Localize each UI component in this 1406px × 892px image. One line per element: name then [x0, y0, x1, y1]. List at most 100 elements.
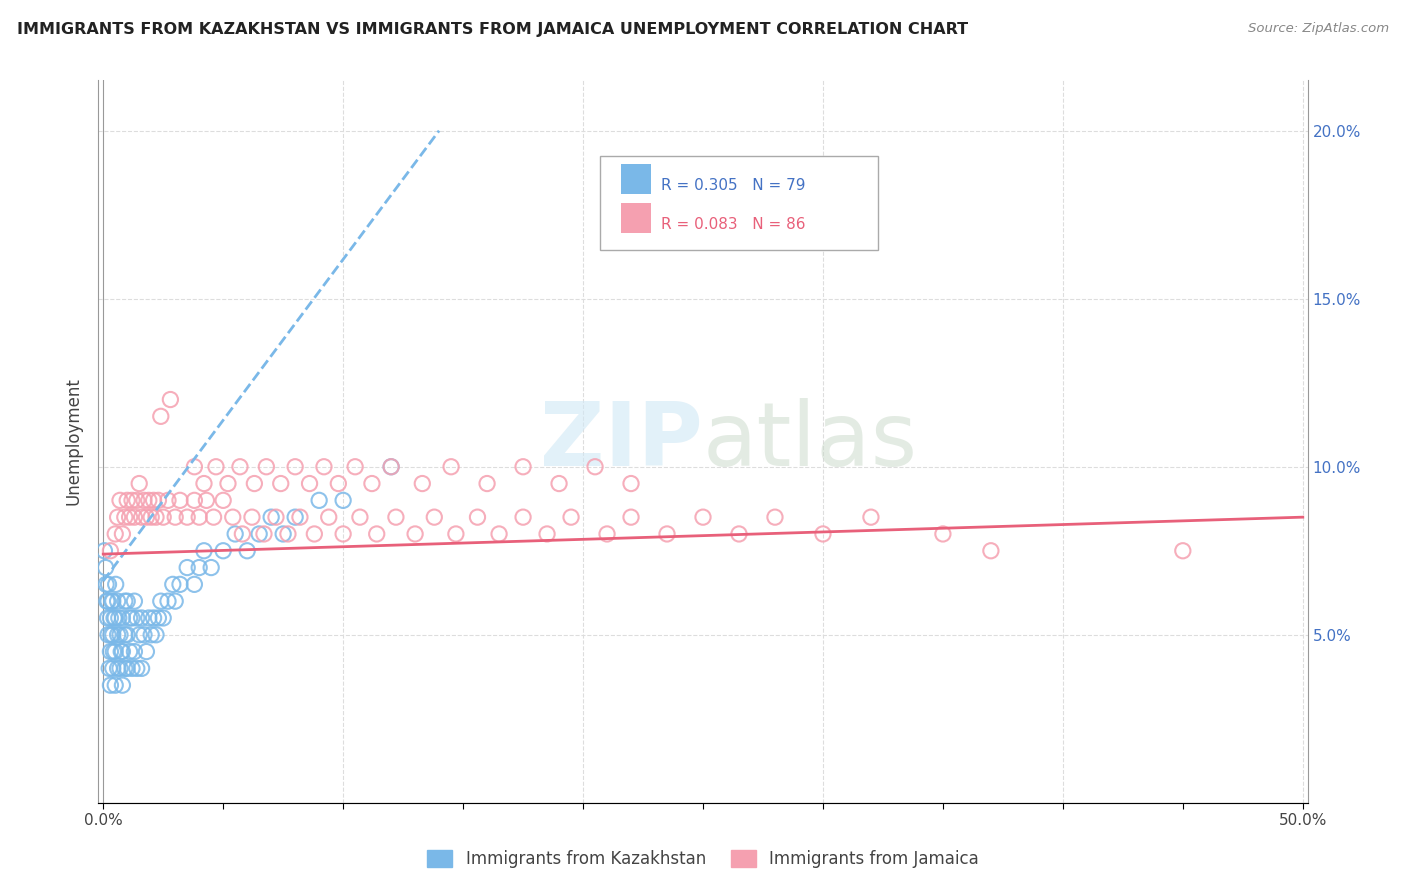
Point — [440, 459, 463, 474]
Point — [620, 208, 643, 222]
Point — [115, 493, 138, 508]
Point — [859, 510, 882, 524]
Point — [152, 611, 174, 625]
Point — [328, 476, 350, 491]
Point — [97, 594, 120, 608]
Point — [107, 628, 129, 642]
Point — [183, 577, 205, 591]
Point — [620, 510, 643, 524]
Point — [96, 611, 118, 625]
Text: atlas: atlas — [703, 398, 918, 485]
Point — [94, 560, 117, 574]
Point — [111, 678, 134, 692]
Point — [212, 543, 235, 558]
Point — [152, 510, 174, 524]
Point — [253, 527, 276, 541]
Point — [114, 594, 136, 608]
Point — [932, 527, 955, 541]
Point — [115, 594, 138, 608]
Point — [111, 527, 134, 541]
Point — [121, 611, 143, 625]
Point — [104, 577, 127, 591]
Bar — [621, 164, 651, 194]
Point — [131, 510, 153, 524]
Point — [536, 527, 558, 541]
Point — [264, 510, 287, 524]
Point — [128, 628, 150, 642]
Point — [560, 510, 582, 524]
Point — [101, 661, 124, 675]
Point — [114, 628, 136, 642]
Point — [108, 628, 131, 642]
Point — [655, 527, 678, 541]
Point — [149, 594, 172, 608]
Point — [349, 510, 371, 524]
Point — [121, 493, 143, 508]
Point — [980, 543, 1002, 558]
Point — [811, 527, 834, 541]
Point — [100, 543, 122, 558]
Point — [284, 459, 307, 474]
Point — [183, 493, 205, 508]
Text: ZIP: ZIP — [540, 398, 703, 485]
Point — [202, 510, 225, 524]
Point — [277, 527, 299, 541]
Point — [114, 661, 136, 675]
Point — [183, 459, 205, 474]
Point — [101, 594, 124, 608]
Point — [125, 611, 148, 625]
Point — [100, 594, 122, 608]
Text: Source: ZipAtlas.com: Source: ZipAtlas.com — [1249, 22, 1389, 36]
Point — [380, 459, 402, 474]
Point — [260, 510, 283, 524]
Point — [100, 644, 122, 658]
Point — [169, 493, 191, 508]
Point — [236, 543, 259, 558]
Point — [93, 543, 115, 558]
Point — [148, 493, 170, 508]
Y-axis label: Unemployment: Unemployment — [65, 377, 83, 506]
Point — [176, 560, 198, 574]
Point — [475, 476, 498, 491]
Point — [107, 661, 129, 675]
Point — [385, 510, 408, 524]
Point — [125, 661, 148, 675]
Point — [583, 459, 606, 474]
Point — [200, 560, 222, 574]
Point — [231, 527, 253, 541]
Point — [103, 644, 125, 658]
Point — [222, 510, 245, 524]
Point — [318, 510, 340, 524]
Point — [148, 611, 170, 625]
Point — [111, 611, 134, 625]
FancyBboxPatch shape — [600, 156, 879, 250]
Legend: Immigrants from Kazakhstan, Immigrants from Jamaica: Immigrants from Kazakhstan, Immigrants f… — [420, 843, 986, 875]
Point — [284, 510, 307, 524]
Point — [380, 459, 402, 474]
Point — [159, 392, 181, 407]
Point — [114, 510, 136, 524]
Point — [107, 510, 129, 524]
Point — [312, 459, 335, 474]
Point — [104, 678, 127, 692]
Point — [118, 510, 141, 524]
Point — [763, 510, 786, 524]
Point — [332, 493, 354, 508]
Point — [243, 476, 266, 491]
Point — [135, 644, 157, 658]
Text: IMMIGRANTS FROM KAZAKHSTAN VS IMMIGRANTS FROM JAMAICA UNEMPLOYMENT CORRELATION C: IMMIGRANTS FROM KAZAKHSTAN VS IMMIGRANTS… — [17, 22, 967, 37]
Point — [145, 510, 167, 524]
Point — [692, 510, 714, 524]
Point — [124, 594, 146, 608]
Point — [98, 661, 121, 675]
Point — [361, 476, 384, 491]
Point — [195, 493, 218, 508]
Point — [596, 527, 619, 541]
Point — [344, 459, 367, 474]
Point — [94, 577, 117, 591]
Point — [132, 628, 155, 642]
Point — [108, 661, 131, 675]
Point — [138, 611, 160, 625]
Point — [115, 628, 138, 642]
Point — [224, 527, 246, 541]
